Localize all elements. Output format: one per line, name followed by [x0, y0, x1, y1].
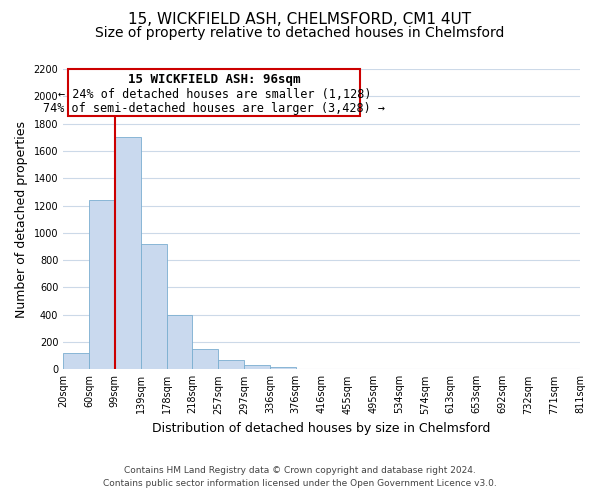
X-axis label: Distribution of detached houses by size in Chelmsford: Distribution of detached houses by size …: [152, 422, 491, 435]
Bar: [244, 364, 270, 370]
Text: Size of property relative to detached houses in Chelmsford: Size of property relative to detached ho…: [95, 26, 505, 40]
FancyBboxPatch shape: [68, 69, 361, 116]
Text: Contains HM Land Registry data © Crown copyright and database right 2024.
Contai: Contains HM Land Registry data © Crown c…: [103, 466, 497, 487]
Bar: [63, 353, 89, 370]
Text: 74% of semi-detached houses are larger (3,428) →: 74% of semi-detached houses are larger (…: [43, 102, 385, 115]
Bar: [115, 138, 140, 370]
Bar: [218, 360, 244, 370]
Bar: [193, 349, 218, 370]
Bar: [89, 200, 115, 370]
Bar: [140, 244, 167, 370]
Text: 15, WICKFIELD ASH, CHELMSFORD, CM1 4UT: 15, WICKFIELD ASH, CHELMSFORD, CM1 4UT: [128, 12, 472, 28]
Y-axis label: Number of detached properties: Number of detached properties: [15, 120, 28, 318]
Text: 15 WICKFIELD ASH: 96sqm: 15 WICKFIELD ASH: 96sqm: [128, 72, 301, 86]
Text: ← 24% of detached houses are smaller (1,128): ← 24% of detached houses are smaller (1,…: [58, 88, 371, 101]
Bar: [270, 366, 296, 370]
Bar: [167, 314, 193, 370]
